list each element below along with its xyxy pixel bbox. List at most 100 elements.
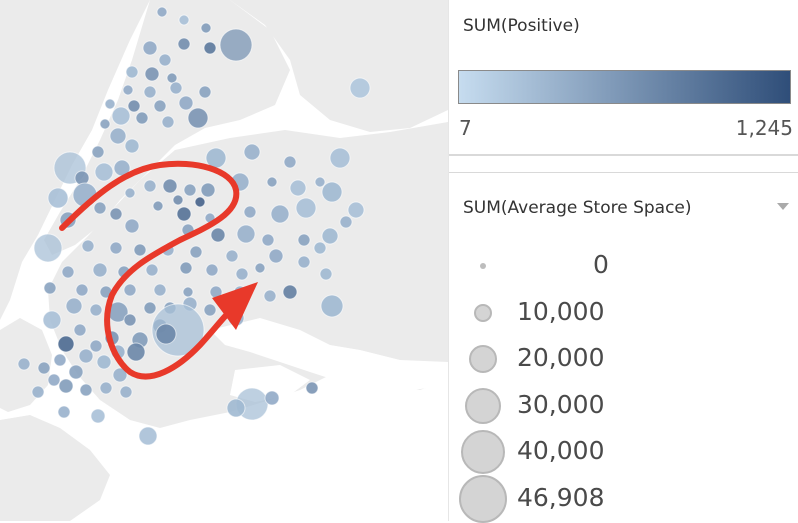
map-bubble[interactable] (313, 241, 327, 255)
map-bubble[interactable] (297, 233, 311, 247)
map-bubble[interactable] (79, 383, 93, 397)
map-bubble[interactable] (37, 361, 51, 375)
map-bubble[interactable] (189, 245, 203, 259)
map-bubble[interactable] (65, 297, 83, 315)
map-bubble[interactable] (339, 215, 353, 229)
map-bubble[interactable] (143, 179, 157, 193)
map-bubble[interactable] (295, 197, 317, 219)
map-bubble[interactable] (210, 227, 226, 243)
map-bubble[interactable] (57, 405, 71, 419)
map-bubble[interactable] (243, 143, 261, 161)
map-bubble[interactable] (156, 6, 168, 18)
map-bubble[interactable] (47, 187, 69, 209)
map-bubble[interactable] (124, 138, 140, 154)
map-bubble[interactable] (89, 303, 103, 317)
map-bubble[interactable] (243, 205, 257, 219)
map-bubble[interactable] (124, 187, 136, 199)
map-bubble[interactable] (264, 390, 280, 406)
map-bubble[interactable] (81, 239, 95, 253)
map-bubble[interactable] (226, 398, 246, 418)
map-bubble[interactable] (123, 283, 137, 297)
map-bubble[interactable] (203, 303, 217, 317)
map-bubble[interactable] (17, 357, 31, 371)
map-bubble[interactable] (179, 261, 193, 275)
map-bubble[interactable] (235, 267, 249, 281)
map-bubble[interactable] (158, 53, 172, 67)
map-bubble[interactable] (268, 248, 284, 264)
map-bubble[interactable] (126, 342, 146, 362)
map-bubble[interactable] (143, 85, 157, 99)
map-bubble[interactable] (125, 65, 139, 79)
map-bubble[interactable] (57, 335, 75, 353)
map-bubble[interactable] (99, 118, 111, 130)
bubble-layer[interactable] (17, 6, 371, 446)
size-legend-header[interactable] (449, 173, 798, 239)
map-bubble[interactable] (194, 196, 206, 208)
map-bubble[interactable] (89, 339, 103, 353)
map-bubble[interactable] (178, 14, 190, 26)
map-bubble[interactable] (109, 241, 123, 255)
map-bubble[interactable] (75, 283, 89, 297)
map-bubble[interactable] (283, 155, 297, 169)
map-bubble[interactable] (142, 40, 158, 56)
map-bubble[interactable] (282, 284, 298, 300)
map-bubble[interactable] (152, 200, 164, 212)
map-bubble[interactable] (58, 378, 74, 394)
map-bubble[interactable] (169, 81, 183, 95)
map-bubble[interactable] (320, 294, 344, 318)
map-bubble[interactable] (203, 41, 217, 55)
map-bubble[interactable] (109, 127, 127, 145)
map-bubble[interactable] (33, 233, 63, 263)
map-bubble[interactable] (73, 323, 87, 337)
map-bubble[interactable] (78, 348, 94, 364)
map-bubble[interactable] (96, 354, 112, 370)
map-bubble[interactable] (187, 107, 209, 129)
map-bubble[interactable] (162, 178, 178, 194)
map-bubble[interactable] (236, 224, 256, 244)
map-bubble[interactable] (111, 106, 131, 126)
map-bubble[interactable] (61, 265, 75, 279)
map-bubble[interactable] (266, 176, 278, 188)
map-bubble[interactable] (305, 381, 319, 395)
map-bubble[interactable] (176, 206, 192, 222)
map-bubble[interactable] (270, 204, 290, 224)
map-bubble[interactable] (153, 283, 167, 297)
map-bubble[interactable] (99, 381, 113, 395)
map-bubble[interactable] (198, 85, 212, 99)
map-bubble[interactable] (347, 201, 365, 219)
map-bubble[interactable] (254, 262, 266, 274)
map-bubble[interactable] (127, 99, 141, 113)
map-bubble[interactable] (124, 218, 140, 234)
map-bubble[interactable] (93, 201, 107, 215)
map-bubble[interactable] (94, 162, 114, 182)
map-bubble[interactable] (261, 233, 275, 247)
map-bubble[interactable] (31, 385, 45, 399)
map-bubble[interactable] (219, 28, 253, 62)
map-bubble[interactable] (109, 207, 123, 221)
map-bubble[interactable] (225, 249, 239, 263)
map-bubble[interactable] (112, 367, 128, 383)
map-bubble[interactable] (123, 313, 137, 327)
map-bubble[interactable] (297, 255, 311, 269)
map-bubble[interactable] (289, 179, 307, 197)
map-bubble[interactable] (133, 243, 147, 257)
map-canvas[interactable] (0, 0, 448, 521)
map-bubble[interactable] (178, 95, 194, 111)
map-bubble[interactable] (53, 353, 67, 367)
map-bubble[interactable] (314, 176, 326, 188)
map-bubble[interactable] (153, 99, 167, 113)
map-bubble[interactable] (119, 385, 133, 399)
map-bubble[interactable] (104, 98, 116, 110)
map-bubble[interactable] (135, 111, 149, 125)
map-bubble[interactable] (166, 72, 178, 84)
map-bubble[interactable] (172, 194, 184, 206)
map-bubble[interactable] (200, 22, 212, 34)
map-bubble[interactable] (90, 408, 106, 424)
map-bubble[interactable] (43, 281, 57, 295)
map-bubble[interactable] (143, 301, 157, 315)
map-bubble[interactable] (91, 145, 105, 159)
map-bubble[interactable] (144, 66, 160, 82)
map-bubble[interactable] (329, 147, 351, 169)
map-bubble[interactable] (263, 289, 277, 303)
map-bubble[interactable] (122, 84, 134, 96)
